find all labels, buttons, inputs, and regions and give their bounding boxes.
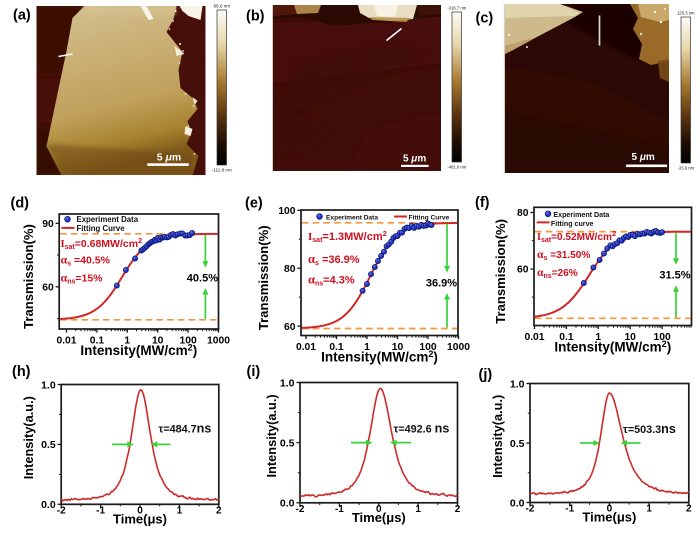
svg-text:100: 100 xyxy=(654,332,671,343)
svg-text:1: 1 xyxy=(595,332,601,343)
svg-text:Fitting Curve: Fitting Curve xyxy=(409,215,450,222)
svg-text:125.3 nm: 125.3 nm xyxy=(677,11,695,16)
svg-text:αns=26%: αns=26% xyxy=(537,266,578,280)
svg-text:Experiment Data: Experiment Data xyxy=(553,211,609,219)
svg-text:100: 100 xyxy=(419,342,436,353)
svg-text:0: 0 xyxy=(137,506,143,517)
svg-text:1.0: 1.0 xyxy=(280,377,295,389)
svg-text:Transmission(%): Transmission(%) xyxy=(21,224,36,329)
svg-text:5 μm: 5 μm xyxy=(157,152,181,164)
svg-text:1.0: 1.0 xyxy=(510,378,525,390)
svg-text:10: 10 xyxy=(392,342,404,353)
svg-text:1: 1 xyxy=(364,342,370,353)
svg-text:60: 60 xyxy=(284,322,296,333)
svg-text:0.1: 0.1 xyxy=(90,335,105,346)
svg-text:60: 60 xyxy=(517,265,529,276)
svg-text:(c): (c) xyxy=(476,10,494,26)
svg-text:Isat=0.52MW/cm2: Isat=0.52MW/cm2 xyxy=(537,229,616,244)
svg-text:(f): (f) xyxy=(475,195,490,211)
svg-text:1000: 1000 xyxy=(447,342,470,353)
svg-text:0: 0 xyxy=(376,504,382,515)
svg-text:Fitting curve: Fitting curve xyxy=(551,220,594,228)
svg-text:10: 10 xyxy=(624,332,636,343)
svg-text:Time(μs): Time(μs) xyxy=(113,511,167,526)
svg-text:Intensity(a.u.): Intensity(a.u.) xyxy=(490,395,505,478)
svg-text:Time(μs): Time(μs) xyxy=(352,510,406,525)
svg-text:-2: -2 xyxy=(526,504,535,515)
svg-text:αs =40.5%: αs =40.5% xyxy=(61,253,111,268)
svg-text:2: 2 xyxy=(686,504,692,515)
svg-text:5 μm: 5 μm xyxy=(632,152,655,163)
svg-text:1: 1 xyxy=(177,506,183,517)
svg-text:-316.7 nm: -316.7 nm xyxy=(447,6,466,11)
svg-text:0.01: 0.01 xyxy=(524,332,544,343)
svg-text:τ=492.6 ns: τ=492.6 ns xyxy=(394,421,450,435)
svg-text:τ=503.3ns: τ=503.3ns xyxy=(623,422,676,436)
svg-text:100: 100 xyxy=(278,206,295,217)
svg-text:36.9%: 36.9% xyxy=(426,278,457,290)
svg-text:80: 80 xyxy=(517,208,529,219)
svg-text:1000: 1000 xyxy=(207,335,230,346)
svg-text:1: 1 xyxy=(415,504,421,515)
svg-text:(d): (d) xyxy=(11,196,30,212)
svg-text:0: 0 xyxy=(607,504,613,515)
svg-text:Isat=0.68MW/cm2: Isat=0.68MW/cm2 xyxy=(61,236,143,251)
svg-text:(e): (e) xyxy=(245,196,263,212)
svg-text:-1: -1 xyxy=(565,504,574,515)
svg-text:(j): (j) xyxy=(479,367,493,383)
svg-text:-33.9 nm: -33.9 nm xyxy=(678,166,695,171)
svg-text:0.5: 0.5 xyxy=(41,439,56,451)
svg-text:(i): (i) xyxy=(247,364,261,380)
svg-text:(b): (b) xyxy=(246,9,265,25)
svg-text:-2: -2 xyxy=(57,506,66,517)
svg-text:-1: -1 xyxy=(335,504,344,515)
svg-text:96.0 nm: 96.0 nm xyxy=(213,4,230,9)
svg-text:-481.0 nm: -481.0 nm xyxy=(447,165,466,170)
svg-text:-1: -1 xyxy=(96,506,105,517)
svg-text:Intensity(a.u.): Intensity(a.u.) xyxy=(21,396,36,479)
svg-text:0.1: 0.1 xyxy=(329,342,344,353)
svg-text:40.5%: 40.5% xyxy=(187,273,218,285)
svg-text:1: 1 xyxy=(646,504,652,515)
svg-text:-111.8 nm: -111.8 nm xyxy=(212,168,232,173)
svg-text:1: 1 xyxy=(124,335,130,346)
svg-text:Intensity(MW/cm2): Intensity(MW/cm2) xyxy=(554,339,671,355)
svg-text:Intensity(MW/cm2): Intensity(MW/cm2) xyxy=(80,343,197,359)
svg-text:αns=4.3%: αns=4.3% xyxy=(308,273,355,288)
svg-text:60: 60 xyxy=(42,283,54,294)
svg-text:80: 80 xyxy=(284,264,296,275)
svg-text:0.0: 0.0 xyxy=(280,498,295,510)
svg-text:0.5: 0.5 xyxy=(510,438,525,450)
svg-text:Fitting Curve: Fitting Curve xyxy=(77,224,126,233)
svg-text:31.5%: 31.5% xyxy=(659,270,690,282)
svg-text:Experiment Data: Experiment Data xyxy=(326,215,378,222)
svg-text:(h): (h) xyxy=(12,364,31,380)
svg-text:0.0: 0.0 xyxy=(41,499,56,511)
svg-text:5 μm: 5 μm xyxy=(403,154,426,165)
svg-text:Transmission(%): Transmission(%) xyxy=(256,225,271,330)
svg-text:Intensity(MW/cm2): Intensity(MW/cm2) xyxy=(321,349,438,365)
svg-text:0.1: 0.1 xyxy=(559,332,574,343)
svg-text:τ=484.7ns: τ=484.7ns xyxy=(159,421,212,435)
svg-text:1.0: 1.0 xyxy=(41,379,56,391)
svg-text:αs =36.9%: αs =36.9% xyxy=(308,252,360,267)
svg-text:10: 10 xyxy=(152,335,164,346)
svg-text:αns=15%: αns=15% xyxy=(61,271,104,286)
svg-text:0.5: 0.5 xyxy=(280,437,295,449)
svg-text:0.01: 0.01 xyxy=(56,335,76,346)
svg-text:(a): (a) xyxy=(13,7,31,23)
svg-text:90: 90 xyxy=(42,219,54,230)
svg-text:0.01: 0.01 xyxy=(296,342,316,353)
svg-text:Time(μs): Time(μs) xyxy=(582,510,636,525)
svg-text:Experiment Data: Experiment Data xyxy=(77,215,139,224)
svg-text:0.0: 0.0 xyxy=(510,497,525,509)
svg-text:-2: -2 xyxy=(296,504,305,515)
svg-text:100: 100 xyxy=(180,335,197,346)
svg-text:2: 2 xyxy=(216,506,222,517)
svg-text:αs =31.50%: αs =31.50% xyxy=(537,248,590,262)
svg-text:Transmission(%): Transmission(%) xyxy=(493,219,508,324)
svg-text:Isat=1.3MW/cm2: Isat=1.3MW/cm2 xyxy=(308,229,387,244)
svg-text:2: 2 xyxy=(455,504,461,515)
svg-text:Intensity(a.u.): Intensity(a.u.) xyxy=(264,394,279,477)
